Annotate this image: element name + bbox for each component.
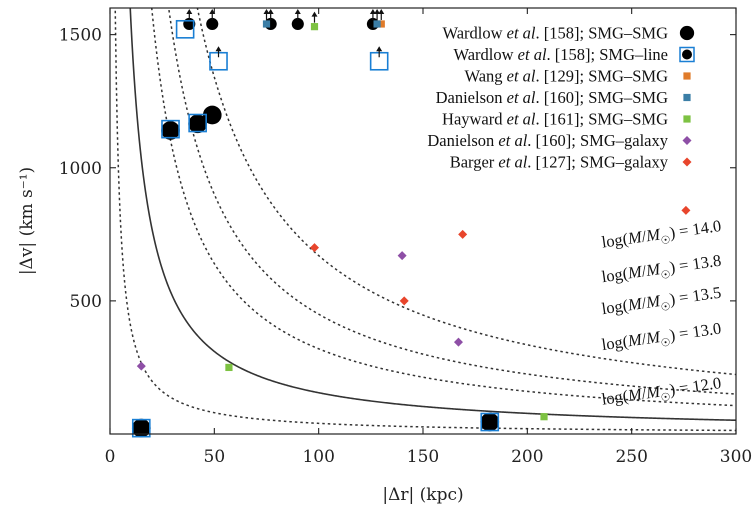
y-tick-label-2: 1500 (59, 26, 102, 46)
legend-marker-5 (682, 136, 692, 145)
limit-arrow-1-6 (376, 46, 383, 58)
point-3-1 (373, 20, 381, 28)
legend-label-0: Wardlow et al. [158]; SMG–SMG (442, 24, 668, 43)
x-tick-label-3: 150 (407, 447, 439, 467)
legend-marker-0 (679, 25, 695, 41)
halo-mass-curves (114, 8, 736, 432)
legend-label-2: Wang et al. [129]; SMG–SMG (464, 67, 668, 86)
curve-4 (114, 8, 736, 432)
curve-3 (129, 8, 736, 422)
point-1-0 (131, 418, 151, 438)
curve-label-3: log(M/M☉) = 13.0 (600, 319, 723, 359)
point-4-2 (310, 23, 319, 31)
point-0-6 (206, 17, 219, 31)
legend-label-3: Danielson et al. [160]; SMG–SMG (436, 88, 668, 107)
limit-arrow-1-5 (215, 46, 222, 58)
limit-arrow-0-9 (369, 8, 376, 20)
curve-1 (167, 8, 736, 395)
point-0-2 (161, 121, 180, 140)
limit-arrow-0-8 (294, 8, 301, 20)
legend: Wardlow et al. [158]; SMG–SMG Wardlow et … (427, 24, 695, 172)
point-6-1 (399, 296, 409, 306)
y-tick-label-0: 500 (70, 292, 102, 312)
x-tick-label-0: 0 (105, 447, 116, 467)
legend-label-5: Danielson et al. [160]; SMG–galaxy (427, 131, 668, 150)
point-6-2 (458, 229, 468, 239)
axes: 0 50 100 150 200 250 300 500 1000 1500 |Δr| (kpc) |… (17, 7, 752, 505)
x-tick-label-5: 250 (615, 447, 647, 467)
point-1-3 (480, 412, 500, 432)
point-4-1 (540, 413, 548, 421)
legend-marker-1 (679, 46, 695, 63)
curve-2 (150, 8, 736, 407)
point-4-0 (225, 363, 233, 372)
point-1-2 (188, 113, 207, 133)
point-3-0 (262, 20, 271, 28)
point-5-0 (136, 361, 146, 371)
y-axis-label: |Δv| (km s⁻¹) (17, 167, 37, 275)
point-0-0 (131, 418, 151, 438)
y-tick-label-1: 1000 (59, 159, 102, 179)
limit-arrow-4-2 (311, 11, 318, 23)
legend-marker-3 (683, 93, 691, 102)
legend-marker-6 (682, 157, 692, 167)
point-6-3 (681, 205, 691, 215)
data-points (131, 8, 691, 438)
limit-arrow-2-0 (378, 8, 385, 20)
point-0-1 (202, 105, 222, 125)
curve-label-4: log(M/M☉) = 12.0 (600, 373, 723, 413)
point-0-3 (188, 114, 207, 134)
point-2-0 (377, 20, 385, 28)
x-tick-label-2: 100 (302, 447, 334, 467)
point-0-4 (480, 412, 500, 432)
point-1-4 (175, 19, 195, 39)
curve-label-0: log(M/M☉) = 14.0 (600, 216, 723, 256)
limit-arrow-3-0 (263, 8, 270, 20)
point-6-0 (309, 243, 319, 253)
x-tick-label-4: 200 (511, 447, 543, 467)
x-tick-label-1: 50 (204, 447, 226, 467)
point-5-2 (453, 337, 463, 347)
point-0-8 (291, 17, 304, 31)
x-axis-label: |Δr| (kpc) (382, 485, 463, 505)
curve-label-2: log(M/M☉) = 13.5 (600, 283, 723, 323)
legend-label-4: Hayward et al. [161]; SMG–SMG (442, 110, 668, 129)
legend-marker-4 (683, 115, 691, 123)
limit-arrow-0-5 (186, 8, 193, 20)
x-tick-label-6: 300 (720, 447, 752, 467)
limit-arrow-0-6 (209, 8, 216, 20)
legend-marker-inner-1 (682, 49, 692, 60)
legend-label-6: Barger et al. [127]; SMG–galaxy (450, 153, 669, 172)
curve-0 (196, 8, 736, 376)
legend-marker-2 (683, 72, 691, 80)
limit-arrow-3-1 (374, 8, 381, 20)
point-5-1 (397, 251, 407, 261)
legend-label-1: Wardlow et al. [158]; SMG–line (453, 45, 668, 64)
point-1-1 (161, 119, 180, 139)
limit-arrow-0-7 (267, 8, 274, 20)
